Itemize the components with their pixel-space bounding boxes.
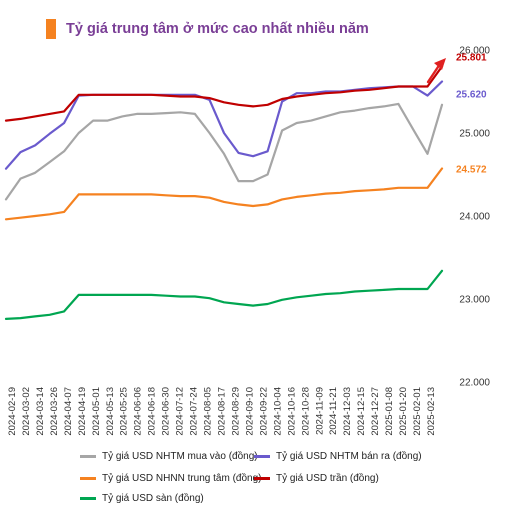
legend-item-san: Tỷ giá USD sàn (đồng): [80, 493, 204, 504]
x-tick-label: 2024-12-15: [356, 387, 367, 436]
x-tick-label: 2025-01-08: [384, 387, 395, 436]
end-value-label: 25.620: [456, 90, 487, 101]
legend-label-trung-tam: Tỷ giá USD NHNN trung tâm (đồng): [102, 473, 262, 484]
series-line-0: [4, 102, 444, 201]
legend-swatch-trung-tam: [80, 477, 96, 480]
x-tick-label: 2024-07-12: [175, 387, 186, 436]
x-tick-label: 2024-05-25: [119, 387, 130, 436]
chart-title-block: Tỷ giá trung tâm ở mức cao nhất nhiều nă…: [46, 18, 369, 40]
legend-label-tran: Tỷ giá USD trần (đồng): [276, 473, 379, 484]
x-tick-label: 2024-06-18: [147, 387, 158, 436]
x-tick-label: 2024-03-02: [21, 387, 32, 436]
end-value-label: 25.801: [456, 53, 487, 64]
legend-label-mua-vao: Tỷ giá USD NHTM mua vào (đồng): [102, 451, 258, 462]
series-line-4: [4, 269, 444, 320]
series-line-3: [4, 65, 444, 122]
x-tick-label: 2024-05-13: [105, 387, 116, 436]
legend-label-san: Tỷ giá USD sàn (đồng): [102, 493, 204, 504]
x-tick-label: 2024-02-19: [7, 387, 18, 436]
x-tick-label: 2024-09-22: [258, 387, 269, 436]
y-tick-label: 23.000: [459, 295, 490, 306]
legend-swatch-mua-vao: [80, 455, 96, 458]
x-tick-label: 2024-03-14: [35, 387, 46, 436]
chart-title: Tỷ giá trung tâm ở mức cao nhất nhiều nă…: [66, 21, 369, 37]
x-tick-label: 2024-08-17: [217, 387, 228, 436]
x-tick-label: 2024-12-03: [342, 387, 353, 436]
x-tick-label: 2024-12-27: [370, 387, 381, 436]
x-tick-label: 2025-02-13: [426, 387, 437, 436]
x-tick-label: 2024-03-26: [49, 387, 60, 436]
x-tick-label: 2024-06-30: [161, 387, 172, 436]
x-tick-label: 2024-08-29: [230, 387, 241, 436]
legend-item-mua-vao: Tỷ giá USD NHTM mua vào (đồng): [80, 451, 258, 462]
y-tick-label: 24.000: [459, 212, 490, 223]
title-accent-bar: [46, 19, 56, 39]
legend-item-ban-ra: Tỷ giá USD NHTM bán ra (đồng): [254, 451, 422, 462]
x-tick-label: 2025-01-20: [398, 387, 409, 436]
x-tick-label: 2024-04-07: [63, 387, 74, 436]
x-tick-label: 2024-09-10: [244, 387, 255, 436]
legend-swatch-tran: [254, 477, 270, 480]
y-tick-label: 22.000: [459, 378, 490, 389]
x-tick-label: 2025-02-01: [412, 387, 423, 436]
x-tick-label: 2024-11-21: [328, 387, 339, 435]
x-tick-label: 2024-05-01: [91, 387, 102, 436]
legend-label-ban-ra: Tỷ giá USD NHTM bán ra (đồng): [276, 451, 422, 462]
y-tick-label: 25.000: [459, 129, 490, 140]
x-tick-label: 2024-04-19: [77, 387, 88, 436]
series-line-2: [4, 167, 444, 221]
trend-arrow-shaft: [426, 62, 442, 84]
x-tick-label: 2024-11-09: [314, 387, 325, 435]
trend-arrow-head: [434, 58, 446, 70]
x-tick-label: 2024-06-06: [133, 387, 144, 436]
end-value-label: 24.572: [456, 165, 487, 176]
legend-item-tran: Tỷ giá USD trần (đồng): [254, 473, 379, 484]
x-tick-label: 2024-10-04: [272, 387, 283, 436]
x-tick-label: 2024-07-24: [189, 387, 200, 436]
x-tick-label: 2024-08-05: [203, 387, 214, 436]
legend-item-trung-tam: Tỷ giá USD NHNN trung tâm (đồng): [80, 473, 262, 484]
x-tick-label: 2024-10-16: [286, 387, 297, 436]
x-tick-label: 2024-10-28: [300, 387, 311, 436]
legend-swatch-ban-ra: [254, 455, 270, 458]
y-tick-label: 26.000: [459, 46, 490, 57]
line-chart: 26.000 25.000 24.000 23.000 22.000 2024-02-19…: [4, 46, 490, 436]
legend-swatch-san: [80, 497, 96, 500]
